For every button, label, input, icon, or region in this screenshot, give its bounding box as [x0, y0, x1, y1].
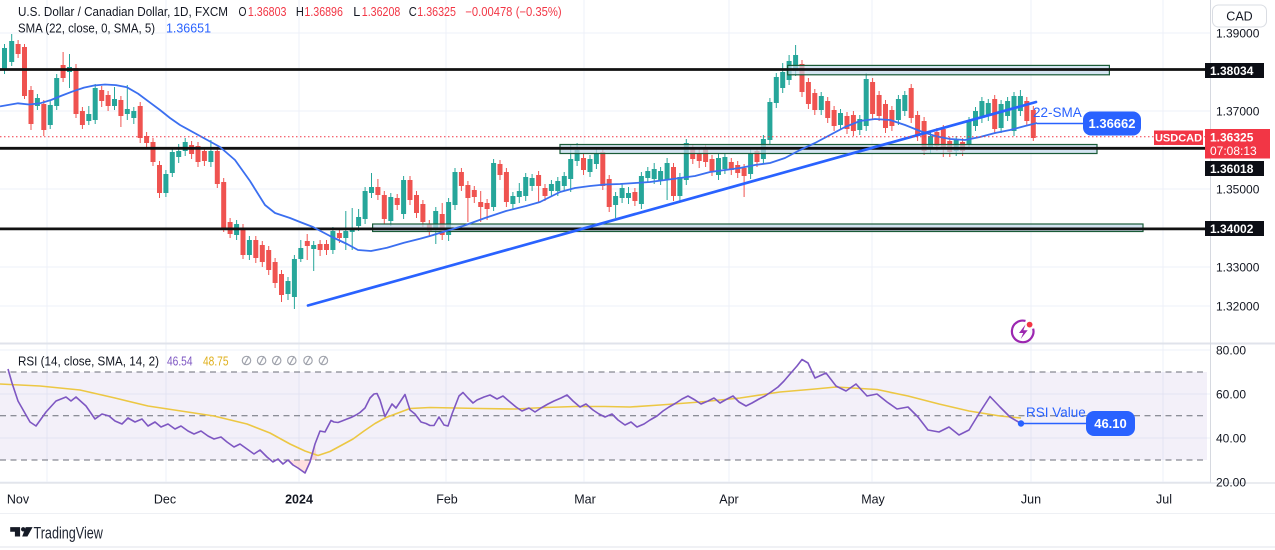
svg-text:1.36208: 1.36208 — [362, 5, 401, 19]
svg-text:TradingView: TradingView — [34, 525, 103, 543]
svg-text:1.39000: 1.39000 — [1216, 27, 1260, 41]
svg-text:46.54: 46.54 — [167, 355, 193, 369]
svg-text:48.75: 48.75 — [203, 355, 229, 369]
svg-text:40.00: 40.00 — [1216, 432, 1246, 446]
svg-text:H: H — [296, 5, 304, 19]
svg-text:May: May — [861, 493, 885, 507]
svg-text:1.38034: 1.38034 — [1210, 64, 1254, 78]
svg-text:Apr: Apr — [719, 493, 738, 507]
svg-text:−0.00478: −0.00478 — [465, 5, 512, 19]
svg-text:Mar: Mar — [574, 493, 596, 507]
svg-text:22-SMA: 22-SMA — [1033, 105, 1082, 120]
svg-text:80.00: 80.00 — [1216, 344, 1246, 358]
svg-text:Nov: Nov — [7, 493, 30, 507]
svg-text:U.S. Dollar / Canadian Dollar,: U.S. Dollar / Canadian Dollar, 1D, FXCM — [18, 5, 228, 19]
svg-text:USDCAD: USDCAD — [1155, 133, 1202, 145]
svg-text:1.36896: 1.36896 — [304, 5, 343, 19]
svg-text:1.36651: 1.36651 — [166, 22, 211, 36]
svg-text:1.36662: 1.36662 — [1089, 116, 1136, 131]
svg-text:O: O — [239, 5, 247, 19]
svg-text:Jun: Jun — [1021, 493, 1041, 507]
svg-text:1.36018: 1.36018 — [1210, 162, 1254, 176]
svg-text:1.34002: 1.34002 — [1210, 222, 1254, 236]
svg-text:20.00: 20.00 — [1216, 476, 1246, 490]
svg-text:1.36325: 1.36325 — [417, 5, 456, 19]
svg-text:SMA (22, close, 0, SMA, 5): SMA (22, close, 0, SMA, 5) — [18, 22, 155, 36]
svg-text:1.35000: 1.35000 — [1216, 183, 1260, 197]
svg-text:46.10: 46.10 — [1094, 416, 1127, 431]
svg-text:Jul: Jul — [1156, 493, 1172, 507]
svg-text:2024: 2024 — [285, 493, 313, 507]
svg-text:Feb: Feb — [436, 493, 458, 507]
svg-text:CAD: CAD — [1226, 10, 1252, 24]
svg-text:C: C — [409, 5, 417, 19]
svg-text:RSI (14, close, SMA, 14, 2): RSI (14, close, SMA, 14, 2) — [18, 355, 159, 369]
svg-text:07:08:13: 07:08:13 — [1210, 144, 1257, 158]
svg-text:1.36325: 1.36325 — [1210, 131, 1254, 145]
svg-text:1.33000: 1.33000 — [1216, 261, 1260, 275]
svg-text:(−0.35%): (−0.35%) — [516, 5, 562, 19]
svg-text:1.32000: 1.32000 — [1216, 300, 1260, 314]
svg-text:RSI Value: RSI Value — [1026, 405, 1086, 420]
svg-text:L: L — [353, 5, 360, 19]
svg-text:Dec: Dec — [154, 493, 176, 507]
svg-text:60.00: 60.00 — [1216, 388, 1246, 402]
svg-text:1.36803: 1.36803 — [248, 5, 287, 19]
svg-text:1.37000: 1.37000 — [1216, 105, 1260, 119]
